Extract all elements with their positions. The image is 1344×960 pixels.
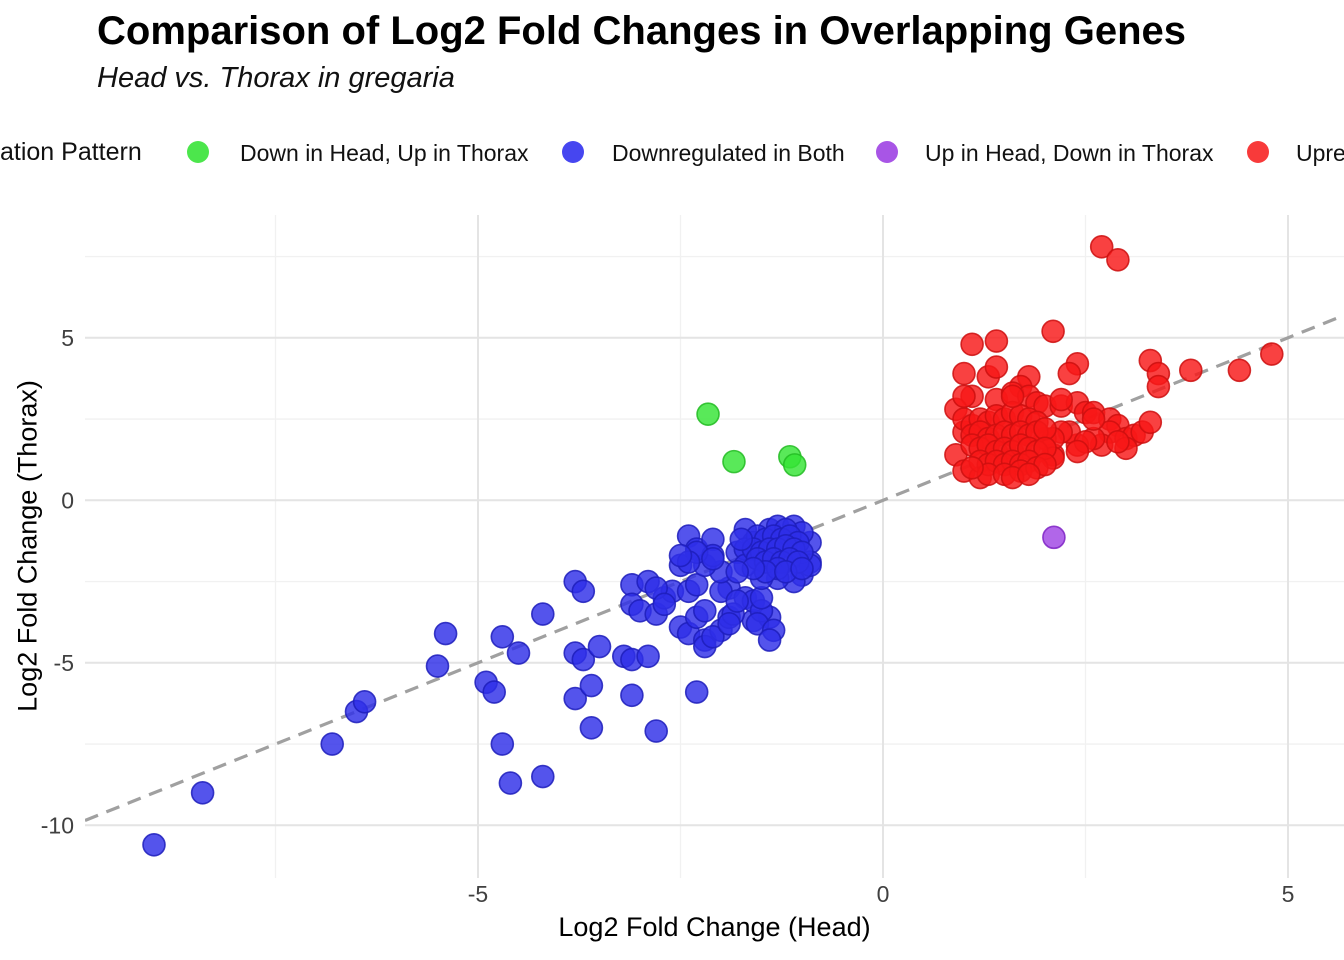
data-point: [1057, 361, 1082, 386]
data-point: [1017, 462, 1041, 487]
data-point: [701, 546, 725, 571]
legend-dot-icon: [562, 141, 584, 163]
y-tick-label: 0: [61, 487, 74, 513]
data-point: [142, 832, 166, 857]
data-point: [1260, 342, 1284, 366]
data-point: [587, 634, 612, 659]
data-point: [579, 673, 604, 698]
data-point: [506, 641, 531, 665]
data-point: [952, 361, 976, 386]
data-point: [696, 402, 720, 426]
data-point: [1179, 358, 1203, 383]
data-point: [530, 764, 555, 789]
legend-dot-icon: [187, 141, 209, 163]
x-axis-title: Log2 Fold Change (Head): [558, 912, 871, 942]
data-point: [1041, 319, 1065, 344]
data-point: [1227, 358, 1252, 383]
x-tick-label: 5: [1282, 881, 1295, 907]
data-point: [790, 556, 814, 581]
data-point: [1081, 407, 1106, 431]
data-point: [352, 689, 377, 714]
legend-dot-icon: [876, 141, 898, 163]
data-point: [717, 611, 741, 636]
data-point: [636, 644, 660, 669]
data-point: [498, 771, 523, 795]
data-point: [725, 559, 750, 584]
data-point: [960, 332, 984, 357]
data-point: [984, 355, 1009, 379]
data-point: [692, 598, 717, 623]
data-point: [1138, 410, 1163, 435]
data-point: [757, 628, 782, 652]
data-point: [668, 543, 693, 568]
data-point: [1042, 525, 1066, 550]
data-point: [701, 624, 725, 649]
data-point: [320, 732, 345, 756]
chart-title: Comparison of Log2 Fold Changes in Overl…: [97, 9, 1187, 53]
data-point: [725, 589, 750, 613]
legend-title: ation Pattern: [0, 138, 142, 166]
data-point: [563, 686, 588, 711]
data-point: [425, 654, 450, 678]
data-point: [1089, 235, 1114, 259]
y-axis-title: Log2 Fold Change (Thorax): [12, 380, 43, 712]
data-point: [684, 680, 709, 704]
data-point: [571, 647, 596, 672]
y-tick-label: -5: [54, 650, 74, 676]
data-point: [684, 572, 709, 597]
data-point: [620, 683, 644, 708]
data-point: [190, 780, 215, 805]
data-point: [1106, 247, 1130, 272]
data-point: [960, 455, 984, 480]
legend-dot-icon: [1247, 141, 1269, 163]
x-tick-label: 0: [877, 881, 890, 907]
legend-item-label: Downregulated in Both: [612, 140, 845, 166]
y-tick-label: 5: [61, 325, 74, 351]
data-point: [1065, 439, 1090, 464]
legend-item-label: Down in Head, Up in Thorax: [240, 140, 529, 166]
data-point: [1146, 374, 1171, 399]
data-point: [984, 329, 1009, 353]
data-point: [644, 719, 669, 743]
data-point: [490, 624, 515, 649]
data-point: [571, 579, 596, 604]
data-point: [782, 453, 807, 477]
data-point: [1106, 429, 1130, 454]
data-point: [490, 732, 515, 756]
data-point: [1049, 387, 1073, 412]
y-tick-label: -10: [41, 812, 74, 838]
data-point: [530, 602, 555, 626]
data-point: [482, 680, 507, 704]
data-point: [1000, 384, 1025, 409]
legend-item-label: Upre: [1296, 140, 1344, 166]
x-tick-label: -5: [468, 881, 488, 907]
data-point: [729, 527, 754, 552]
data-point: [652, 592, 677, 617]
data-point: [952, 384, 976, 409]
data-point: [579, 715, 604, 740]
chart-subtitle: Head vs. Thorax in gregaria: [97, 62, 455, 94]
legend-item-label: Up in Head, Down in Thorax: [925, 140, 1214, 166]
data-point: [433, 621, 458, 646]
data-point: [722, 449, 746, 474]
